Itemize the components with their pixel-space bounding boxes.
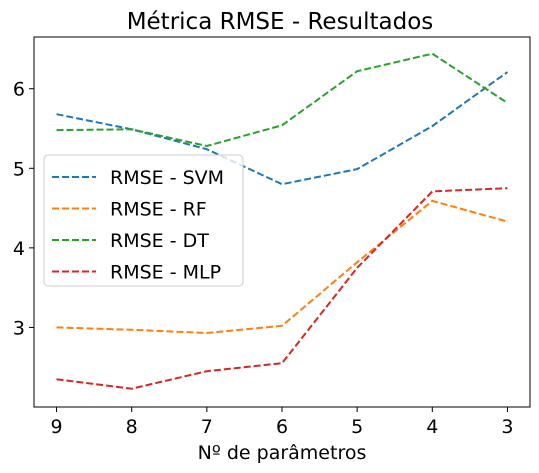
legend-entry-1: RMSE - RF <box>110 199 207 221</box>
legend: RMSE - SVM RMSE - RF RMSE - DT RMSE - MLP <box>43 154 244 287</box>
x-tick-label: 6 <box>276 416 288 438</box>
legend-entry-3: RMSE - MLP <box>110 262 221 284</box>
x-tick-label: 3 <box>501 416 513 438</box>
x-tick-label: 8 <box>126 416 138 438</box>
y-tick-label: 6 <box>13 79 25 101</box>
legend-entry-0: RMSE - SVM <box>110 167 224 189</box>
x-tick-label: 9 <box>50 416 62 438</box>
y-axis: 3 4 5 6 <box>13 79 34 339</box>
y-tick-label: 3 <box>13 317 25 339</box>
x-axis-label: Nº de parâmetros <box>198 442 367 464</box>
x-tick-label: 4 <box>426 416 438 438</box>
x-tick-label: 5 <box>351 416 363 438</box>
series-line-1 <box>56 199 508 335</box>
series-line-2 <box>56 52 509 148</box>
legend-entry-2: RMSE - DT <box>110 230 209 252</box>
x-tick-label: 7 <box>201 416 213 438</box>
chart-title: Métrica RMSE - Resultados <box>127 9 434 35</box>
legend-box <box>43 154 244 287</box>
y-tick-label: 5 <box>13 158 25 180</box>
y-tick-label: 4 <box>13 238 25 260</box>
series-line-3 <box>56 187 508 390</box>
plot-area <box>56 52 509 390</box>
x-axis: 9 8 7 6 5 4 3 <box>50 407 514 438</box>
